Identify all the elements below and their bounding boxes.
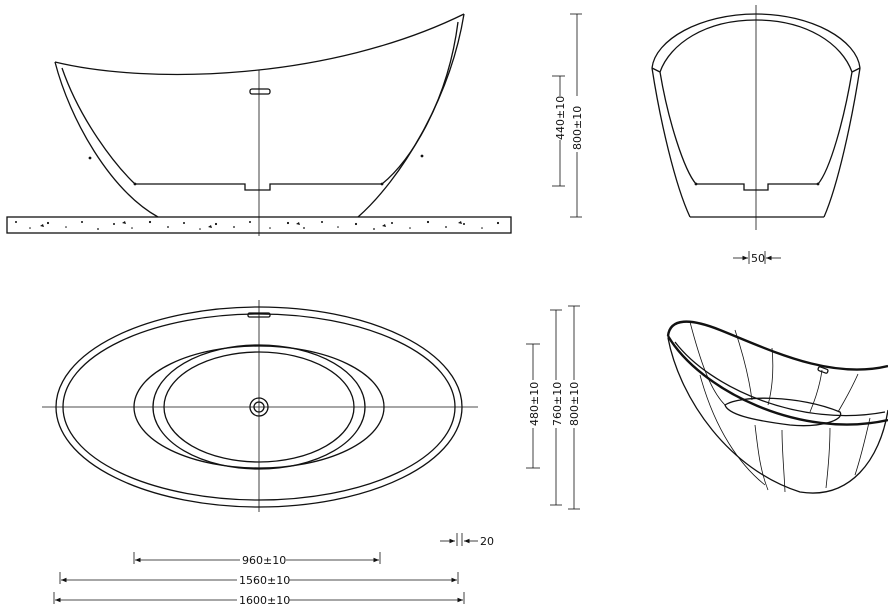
floor-speckles bbox=[15, 220, 500, 230]
side-elevation-view bbox=[6, 13, 512, 236]
length-dimensions: 960±10 1560±10 1600±10 bbox=[53, 552, 465, 607]
dim-basin-length: 1560±10 bbox=[239, 574, 290, 587]
dim-side-total-height: 800±10 bbox=[571, 106, 584, 150]
dim-plan-total-width: 800±10 bbox=[568, 382, 581, 426]
dim-side-bowl-height: 440±10 bbox=[554, 96, 567, 140]
dim-plan-basin-width: 760±10 bbox=[551, 382, 564, 426]
dim-inner-length: 960±10 bbox=[242, 554, 286, 567]
dim-rim-thickness: 20 bbox=[480, 535, 494, 548]
end-wall-thickness-dimension: 50 bbox=[733, 251, 781, 265]
perspective-view bbox=[666, 320, 888, 494]
plan-width-dimensions: 480±10 760±10 800±10 bbox=[526, 305, 581, 510]
top-plan-view bbox=[42, 300, 478, 512]
end-elevation-view bbox=[651, 5, 861, 230]
dim-end-wall-thickness: 50 bbox=[751, 252, 765, 265]
rim-thickness-dimension: 20 bbox=[440, 533, 494, 548]
dim-total-length: 1600±10 bbox=[239, 594, 290, 607]
side-height-dimensions: 440±10 800±10 bbox=[552, 13, 584, 218]
dim-plan-inner-width: 480±10 bbox=[528, 382, 541, 426]
